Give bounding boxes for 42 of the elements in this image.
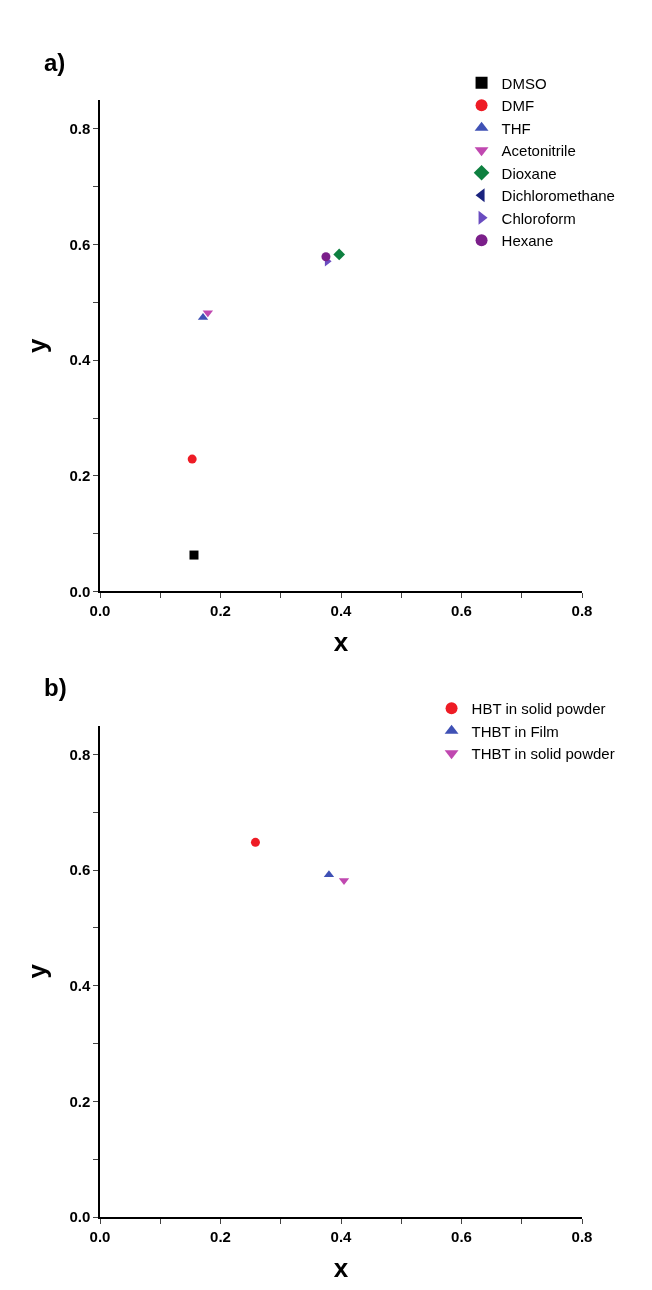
y-tick-label: 0.4 [69, 976, 91, 994]
y-tick-label: 0.0 [69, 582, 91, 600]
point [321, 252, 331, 262]
y-tick-label: 0.6 [69, 861, 91, 879]
x-tick-label: 0.4 [330, 602, 353, 620]
y-tick-label: 0.2 [69, 1092, 91, 1110]
x-tick-label: 0.8 [571, 1227, 593, 1245]
legend-label: THBT in Film [471, 722, 559, 740]
y-tick-label: 0.6 [69, 235, 91, 253]
y-tick-label: 0.4 [69, 351, 91, 369]
x-axis-title: x [333, 1252, 349, 1283]
x-tick-label: 0.2 [210, 1227, 231, 1245]
chart-title: a) [44, 49, 66, 76]
y-axis-title: y [22, 337, 53, 353]
legend-label: DMSO [501, 74, 547, 92]
y-tick-label: 0.8 [69, 120, 91, 138]
chart-title: b) [44, 674, 67, 701]
x-tick-label: 0.4 [330, 1227, 353, 1245]
legend-label: Dichloromethane [501, 187, 615, 205]
x-axis-title: x [333, 627, 349, 658]
legend-label: THF [501, 119, 531, 137]
legend-label: Hexane [501, 232, 554, 250]
point [189, 550, 199, 560]
point [250, 837, 260, 847]
y-tick-label: 0.8 [69, 745, 91, 763]
point [333, 248, 346, 261]
x-tick-label: 0.8 [571, 602, 593, 620]
x-tick-label: 0.2 [210, 602, 231, 620]
legend-label: Dioxane [501, 164, 557, 182]
x-tick-label: 0.0 [89, 602, 111, 620]
x-tick-label: 0.6 [451, 602, 472, 620]
point [187, 454, 197, 464]
y-axis-title: y [22, 963, 53, 979]
y-tick-label: 0.2 [69, 467, 91, 485]
x-tick-label: 0.6 [451, 1227, 472, 1245]
x-tick-label: 0.0 [89, 1227, 111, 1245]
legend-label: Acetonitrile [501, 142, 576, 160]
legend-label: HBT in solid powder [471, 700, 606, 718]
legend-label: THBT in solid powder [471, 745, 615, 763]
legend-label: DMF [501, 97, 535, 115]
legend-label: Chloroform [501, 209, 576, 227]
y-tick-label: 0.0 [69, 1208, 91, 1226]
